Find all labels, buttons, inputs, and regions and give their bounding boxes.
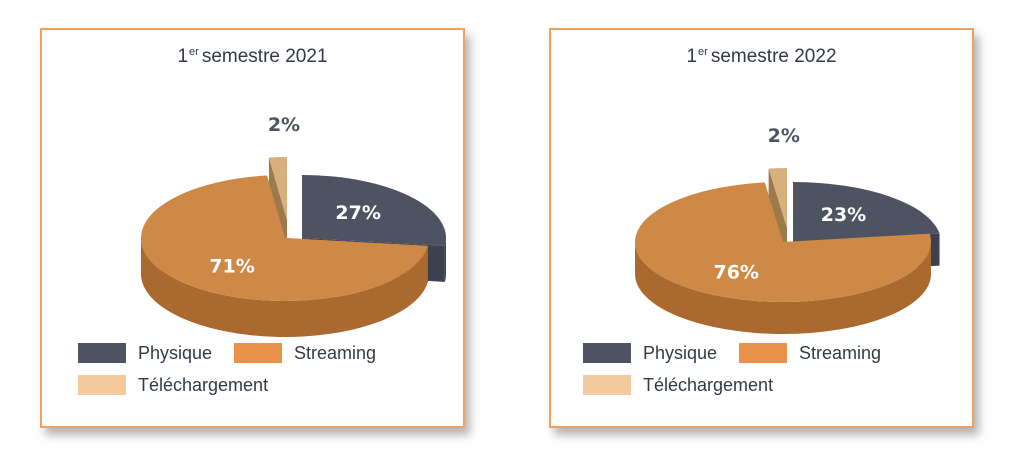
legend-item-physique: Physique	[583, 342, 717, 364]
legend-label-streaming: Streaming	[799, 342, 882, 363]
legend-label-physique: Physique	[138, 342, 213, 363]
pie-labels: 23% 76% 2%	[713, 125, 866, 283]
pie-slice-telechargement	[268, 157, 287, 220]
pie-label-telechargement: 2%	[768, 125, 800, 147]
title-superscript: er	[189, 46, 199, 58]
legend-label-telechargement: Téléchargement	[138, 374, 269, 395]
pie-label-streaming: 76%	[713, 262, 758, 284]
pie-slice-physique	[302, 175, 446, 246]
pie-slice-telechargement	[768, 168, 787, 228]
pie-wall-physique	[444, 238, 446, 282]
title-number: 1	[686, 46, 698, 67]
legend-label-physique: Physique	[643, 342, 718, 363]
pie-wall-streaming	[141, 238, 428, 337]
pie-label-telechargement: 2%	[268, 114, 300, 136]
pie-slice-streaming	[635, 182, 931, 302]
legend: Physique Streaming Téléchargement	[42, 340, 463, 410]
pie-tops	[635, 168, 940, 302]
legend: Physique Streaming Téléchargement	[551, 340, 972, 410]
title-superscript: er	[698, 46, 708, 58]
legend-swatch-telechargement	[583, 375, 631, 395]
pie-tops	[140, 157, 446, 301]
legend-swatch-physique	[583, 343, 631, 363]
pie-chart: 27% 71% 2%	[140, 114, 446, 337]
title-text: semestre 2022	[710, 46, 837, 67]
legend-item-streaming: Streaming	[739, 342, 881, 364]
legend-swatch-streaming	[739, 343, 787, 363]
legend-swatch-streaming	[234, 343, 282, 363]
legend-swatch-physique	[78, 343, 126, 363]
pie-label-physique: 23%	[821, 204, 866, 226]
legend-item-telechargement: Téléchargement	[583, 374, 773, 396]
pie-label-streaming: 71%	[209, 256, 254, 278]
legend-item-telechargement: Téléchargement	[78, 374, 268, 396]
chart-panel-2022: 1er semestre 2022 23% 76% 2% Physique Strea…	[549, 28, 974, 428]
pie-slice-streaming	[140, 175, 428, 301]
chart-title: 1er semestre 2021	[42, 46, 463, 68]
legend-item-physique: Physique	[78, 342, 212, 364]
pie-labels: 27% 71% 2%	[209, 114, 381, 277]
legend-label-telechargement: Téléchargement	[643, 374, 774, 395]
pie-wall-streaming	[635, 242, 931, 334]
legend-item-streaming: Streaming	[234, 342, 376, 364]
pie-cut-telechargement-0	[768, 168, 787, 260]
legend-swatch-telechargement	[78, 375, 126, 395]
chart-title: 1er semestre 2022	[551, 46, 972, 68]
title-text: semestre 2021	[201, 46, 328, 67]
chart-panel-2021: 1er semestre 2021 27% 71% 2% Physique Strea…	[40, 28, 465, 428]
pie-slice-physique	[793, 182, 940, 242]
legend-label-streaming: Streaming	[294, 342, 377, 363]
pie-label-physique: 27%	[335, 202, 380, 224]
title-number: 1	[177, 46, 189, 67]
pie-chart: 23% 76% 2%	[635, 125, 940, 334]
